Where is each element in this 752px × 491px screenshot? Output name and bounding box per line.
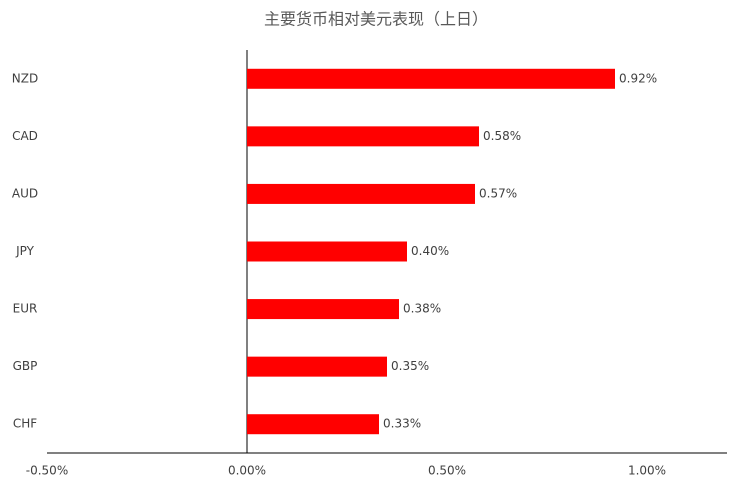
- bar: [247, 183, 475, 204]
- x-tick-label: 1.00%: [628, 464, 666, 478]
- bar: [247, 241, 407, 262]
- bar: [247, 414, 379, 435]
- data-label: 0.38%: [403, 302, 441, 316]
- y-tick-label: GBP: [13, 359, 38, 373]
- x-tick-label: 0.00%: [228, 464, 266, 478]
- data-label: 0.35%: [391, 359, 429, 373]
- data-label: 0.58%: [483, 129, 521, 143]
- data-label: 0.57%: [479, 186, 517, 200]
- y-tick-label: EUR: [13, 302, 38, 316]
- data-label: 0.40%: [411, 244, 449, 258]
- data-label: 0.92%: [619, 71, 657, 85]
- x-tick-label: -0.50%: [26, 464, 68, 478]
- bar: [247, 299, 399, 320]
- bar: [247, 356, 387, 377]
- y-tick-label: CAD: [12, 129, 38, 143]
- chart-title: 主要货币相对美元表现（上日）: [264, 10, 488, 29]
- x-tick-label: 0.50%: [428, 464, 466, 478]
- data-label: 0.33%: [383, 417, 421, 431]
- bar: [247, 126, 479, 147]
- y-tick-label: JPY: [15, 244, 35, 258]
- bar: [247, 68, 615, 89]
- y-tick-label: NZD: [12, 71, 38, 85]
- y-tick-label: CHF: [13, 417, 37, 431]
- y-tick-label: AUD: [12, 186, 38, 200]
